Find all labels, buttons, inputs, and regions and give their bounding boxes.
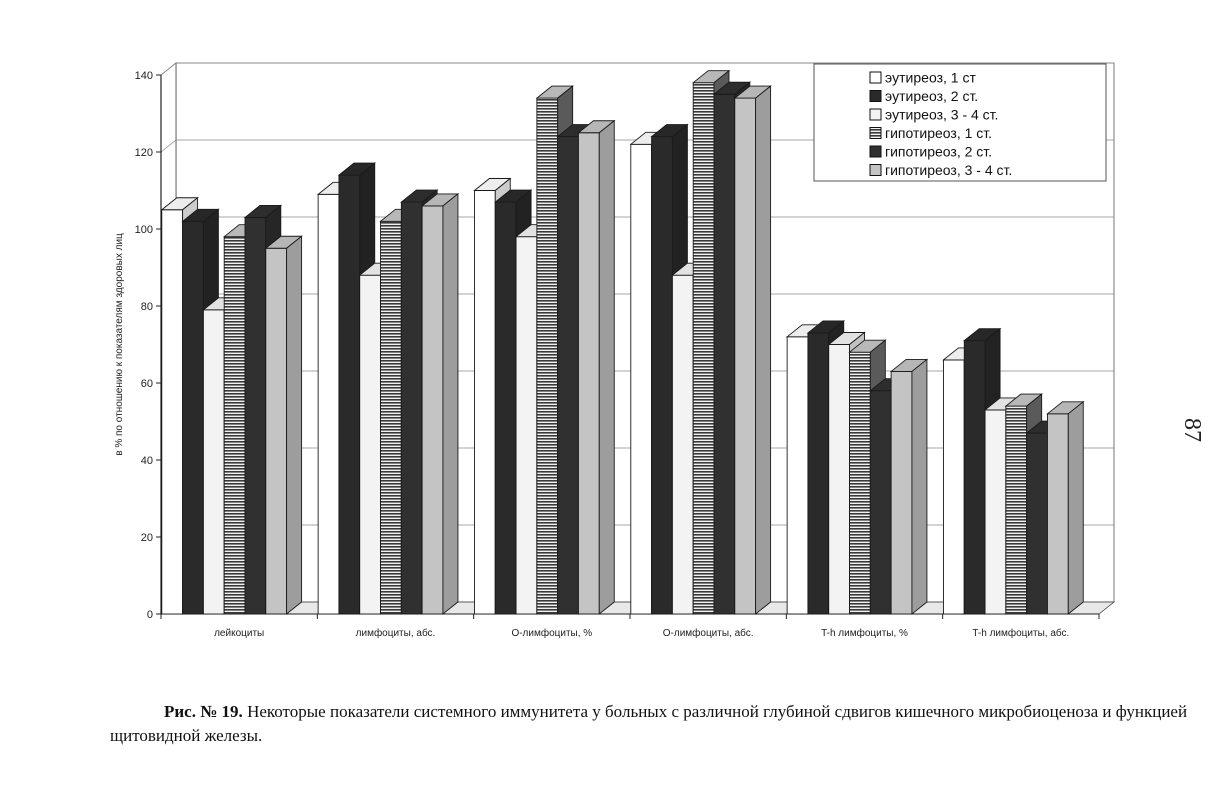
bar-front [421, 205, 444, 615]
bar-side [442, 192, 459, 615]
bar [733, 85, 772, 615]
y-axis-title: в % по отношению к показателям здоровых … [114, 233, 125, 456]
legend-entry: гипотиреоз, 2 ст. [885, 144, 992, 160]
bar-front [474, 190, 496, 615]
bar-front [536, 97, 559, 615]
bar-front [317, 193, 340, 615]
bar-front [943, 359, 965, 615]
y-tick-label: 140 [135, 70, 153, 82]
bar-front [557, 136, 579, 615]
y-tick-label: 120 [135, 147, 153, 159]
bar-front [671, 274, 694, 615]
bar-front [202, 309, 225, 615]
x-category-label: T-h лимфоциты, % [821, 627, 908, 639]
legend-swatch [869, 108, 882, 121]
bar-front [359, 274, 381, 615]
bar [577, 119, 616, 615]
bar-front [1026, 432, 1048, 615]
bar-front [182, 220, 204, 615]
bar-front [223, 236, 246, 615]
bar-side [286, 235, 303, 615]
bar-front [963, 340, 986, 615]
bar-front [380, 220, 402, 615]
bar-front [890, 371, 913, 615]
bar-front [338, 174, 361, 615]
bar-front [244, 216, 267, 615]
legend-entry: гипотиреоз, 1 ст. [885, 125, 992, 141]
chart-legend: эутиреоз, 1 ст эутиреоз, 2 ст. эутиреоз, 3… [813, 63, 1107, 182]
bar-front [869, 390, 892, 615]
x-category-label: О-лимфоциты, абс. [663, 627, 754, 639]
bar-front [161, 209, 184, 615]
y-tick-label: 60 [141, 378, 153, 390]
y-tick-label: 100 [135, 224, 153, 236]
bar-front [807, 332, 830, 615]
x-category-label: T-h лимфоциты, абс. [972, 627, 1069, 639]
legend-box [813, 63, 1107, 182]
bar-chart: 0 20 40 60 80 100 120 140 в % по отношению к пок… [114, 62, 1205, 639]
y-tick-label: 0 [147, 609, 153, 621]
bar-front [692, 82, 715, 615]
legend-entry: гипотиреоз, 3 - 4 ст. [885, 162, 1012, 178]
legend-entry: эутиреоз, 1 ст [885, 70, 976, 86]
x-category-label: лимфоциты, абс. [356, 627, 436, 639]
bar-side [911, 358, 928, 615]
chart-labels: 0 20 40 60 80 100 120 140 в % по отношению к пок… [114, 70, 1069, 639]
legend-entry: эутиреоз, 2 ст. [885, 88, 978, 104]
legend-swatch [869, 127, 882, 139]
bar-side [598, 119, 615, 615]
legend-swatch [869, 164, 882, 176]
bar-front [578, 132, 600, 615]
bar-front [734, 97, 757, 615]
bar-front [786, 336, 809, 615]
bar-front [1047, 413, 1069, 615]
bar [420, 192, 460, 615]
bar-front [849, 351, 871, 615]
chart-bars [160, 69, 1085, 615]
bar [264, 235, 303, 615]
y-tick-label: 80 [141, 301, 153, 313]
bar-front [828, 344, 850, 615]
bar-front [515, 236, 538, 615]
legend-swatch [869, 71, 882, 84]
bar-front [630, 143, 653, 615]
bar-front [713, 93, 736, 615]
bar-side [755, 85, 772, 615]
bar [889, 358, 929, 615]
gridline [160, 62, 1114, 76]
bar-front [494, 201, 517, 615]
bar-front [400, 201, 423, 615]
legend-entry: эутиреоз, 3 - 4 ст. [885, 107, 998, 123]
caption-label: Рис. № 19. [164, 702, 243, 721]
bar [1046, 400, 1085, 615]
y-tick-label: 20 [141, 532, 153, 544]
bar-front [651, 136, 673, 615]
bar-front [265, 247, 288, 615]
page-number: 87 [1179, 418, 1205, 442]
bar-side [1067, 400, 1084, 615]
x-category-label: О-лимфоциты, % [511, 627, 592, 639]
x-category-label: лейкоциты [214, 628, 264, 639]
bar-front [1005, 405, 1028, 615]
legend-swatch [869, 90, 882, 102]
gridline [160, 139, 1114, 153]
caption-text: Некоторые показатели системного иммуните… [110, 702, 1188, 745]
bar-front [984, 409, 1007, 615]
y-tick-label: 40 [141, 455, 153, 467]
figure-caption: Рис. № 19. Некоторые показатели системно… [110, 700, 1190, 748]
legend-swatch [869, 145, 882, 158]
